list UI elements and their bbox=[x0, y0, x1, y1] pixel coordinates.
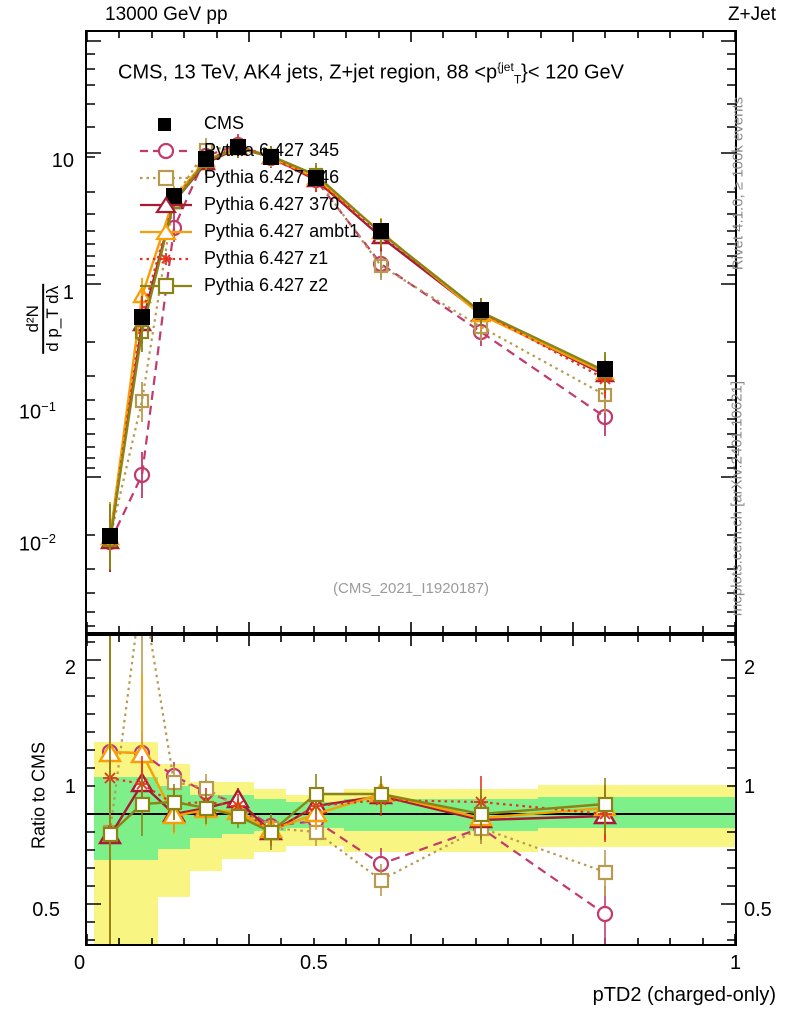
dataset-watermark: (CMS_2021_I1920187) bbox=[333, 580, 489, 597]
ratio-y-ticks-left bbox=[87, 641, 101, 941]
ratio-series-group bbox=[87, 636, 735, 944]
main-plot-svg bbox=[87, 32, 735, 632]
plot-title-suffix: }< 120 GeV bbox=[521, 61, 625, 84]
ratio-x-ticks-top bbox=[87, 636, 735, 646]
ratio-plot-svg bbox=[87, 636, 735, 944]
legend-item-z1[interactable]: Pythia 6.427 z1 bbox=[140, 245, 440, 272]
ratio-ytick-label-right-1: 1 bbox=[744, 776, 756, 798]
legend-key-346 bbox=[140, 169, 192, 186]
plot-title-sub: T bbox=[513, 72, 522, 87]
legend-label-345: Pythia 6.427 345 bbox=[204, 140, 340, 160]
legend-item-345[interactable]: Pythia 6.427 345 bbox=[140, 137, 440, 164]
legend-label-346: Pythia 6.427 346 bbox=[204, 167, 340, 187]
main-y-ticks-left bbox=[87, 40, 101, 627]
yaxis-denominator: d p_T dλ bbox=[43, 285, 62, 352]
ytick-base-1: 10 bbox=[18, 401, 42, 424]
ratio-ytick-label-1: 1 bbox=[64, 776, 76, 798]
legend-label-cms: CMS bbox=[204, 113, 244, 133]
header-process-label: Z+Jet bbox=[727, 4, 776, 25]
ytick-label-10em1: 10−1 bbox=[10, 399, 56, 425]
ratio-ytick-label-05: 0.5 bbox=[32, 899, 60, 921]
legend-label-z2: Pythia 6.427 z2 bbox=[204, 275, 329, 295]
ratio-yaxis-title: Ratio to CMS bbox=[28, 741, 49, 850]
ytick-exp-1: −1 bbox=[41, 399, 56, 414]
plot-title-prefix: CMS, 13 TeV, AK4 jets, Z+jet region, 88 … bbox=[118, 61, 498, 84]
legend-label-370: Pythia 6.427 370 bbox=[204, 194, 340, 214]
main-x-ticks-bottom bbox=[87, 622, 735, 632]
xtick-label-0: 0 bbox=[74, 952, 86, 974]
main-yaxis-title: d²N d p_T dλ bbox=[23, 184, 62, 454]
legend-key-z2 bbox=[140, 277, 192, 294]
ratio-ytick-label-right-2: 2 bbox=[744, 657, 756, 679]
header-beam-label: 13000 GeV pp bbox=[105, 4, 228, 25]
legend-item-370[interactable]: Pythia 6.427 370 bbox=[140, 191, 440, 218]
legend-item-ambt1[interactable]: Pythia 6.427 ambt1 bbox=[140, 218, 440, 245]
ytick-base-2: 10 bbox=[18, 533, 42, 556]
ratio-band-outer bbox=[94, 742, 735, 944]
main-y-ticks-right bbox=[721, 40, 735, 627]
plot-title: CMS, 13 TeV, AK4 jets, Z+jet region, 88 … bbox=[118, 60, 624, 87]
main-series-group bbox=[87, 32, 735, 632]
ratio-ytick-label-right-05: 0.5 bbox=[744, 899, 772, 921]
legend-item-cms[interactable]: CMS bbox=[140, 110, 440, 137]
legend-item-z2[interactable]: Pythia 6.427 z2 bbox=[140, 272, 440, 299]
ytick-label-1: 1 bbox=[62, 282, 74, 304]
xtick-label-1: 1 bbox=[730, 952, 742, 974]
mcplots-source-label: mcplots.cern.ch [arXiv:2401.10621] bbox=[728, 380, 746, 617]
plot-title-sup: {jet bbox=[497, 60, 514, 74]
legend-key-345 bbox=[140, 142, 192, 159]
main-plot-panel bbox=[85, 30, 737, 634]
ytick-exp-2: −2 bbox=[41, 531, 56, 546]
ratio-x-ticks-bottom bbox=[87, 934, 735, 944]
ratio-series-z2 bbox=[102, 636, 614, 944]
legend-key-cms bbox=[158, 117, 171, 131]
legend-key-370 bbox=[140, 195, 192, 213]
xtick-label-05: 0.5 bbox=[300, 952, 328, 974]
legend-key-ambt1 bbox=[140, 222, 192, 240]
yaxis-fraction: d²N d p_T dλ bbox=[23, 283, 62, 354]
ytick-label-10em2: 10−2 bbox=[10, 531, 56, 557]
rivet-version-label: Rivet 4.1.0, ≥ 100k events bbox=[729, 96, 747, 271]
legend-key-z1 bbox=[140, 252, 192, 265]
yaxis-numerator: d²N bbox=[23, 283, 44, 354]
legend-label-ambt1: Pythia 6.427 ambt1 bbox=[204, 221, 360, 241]
series-cms bbox=[102, 139, 613, 544]
ratio-plot-panel bbox=[85, 634, 737, 946]
ytick-label-10: 10 bbox=[51, 150, 74, 172]
ratio-y-ticks-right bbox=[721, 641, 735, 941]
ratio-ytick-label-2: 2 bbox=[64, 657, 76, 679]
legend: CMS Pythia 6.427 345 Pythia 6.427 346 Py… bbox=[140, 110, 440, 299]
legend-item-346[interactable]: Pythia 6.427 346 bbox=[140, 164, 440, 191]
main-x-ticks-top bbox=[87, 32, 735, 42]
xaxis-title: pTD2 (charged-only) bbox=[592, 984, 776, 1006]
legend-label-z1: Pythia 6.427 z1 bbox=[204, 248, 329, 268]
